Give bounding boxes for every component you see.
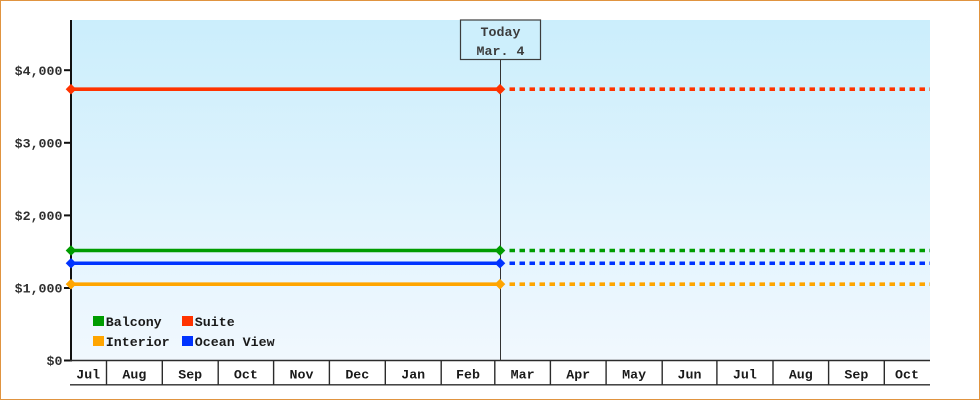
svg-text:Mar. 4: Mar. 4 <box>477 44 525 59</box>
svg-text:Jul: Jul <box>76 367 100 382</box>
svg-text:Jun: Jun <box>678 367 702 382</box>
svg-text:$3,000: $3,000 <box>15 137 63 152</box>
svg-text:$1,000: $1,000 <box>15 282 63 297</box>
svg-text:Ocean View: Ocean View <box>195 335 275 350</box>
svg-text:Sep: Sep <box>844 367 868 382</box>
svg-text:Mar: Mar <box>511 367 535 382</box>
svg-text:Oct: Oct <box>234 367 258 382</box>
svg-text:Aug: Aug <box>789 367 813 382</box>
svg-text:Nov: Nov <box>290 367 314 382</box>
svg-text:Oct: Oct <box>895 367 919 382</box>
svg-text:Suite: Suite <box>195 315 235 330</box>
svg-text:Jan: Jan <box>401 367 425 382</box>
svg-text:Feb: Feb <box>456 367 480 382</box>
svg-text:Balcony: Balcony <box>106 315 162 330</box>
svg-text:Interior: Interior <box>106 335 170 350</box>
svg-text:$4,000: $4,000 <box>15 64 63 79</box>
svg-text:Apr: Apr <box>566 367 590 382</box>
svg-text:Dec: Dec <box>345 367 369 382</box>
svg-text:May: May <box>622 367 646 382</box>
svg-text:Today: Today <box>481 25 521 40</box>
svg-text:Jul: Jul <box>733 367 757 382</box>
svg-text:Aug: Aug <box>122 367 146 382</box>
svg-text:$0: $0 <box>47 354 63 369</box>
svg-text:$2,000: $2,000 <box>15 209 63 224</box>
svg-text:Sep: Sep <box>178 367 202 382</box>
